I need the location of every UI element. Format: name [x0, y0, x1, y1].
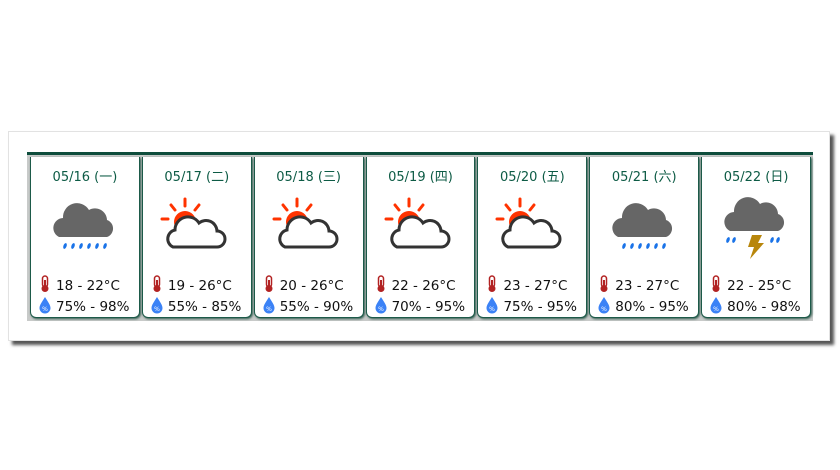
day-card: 05/21 (六) 23 - 27°C % 80% - 95%	[589, 157, 700, 318]
svg-text:%: %	[154, 306, 160, 313]
humidity-range: 80% - 98%	[727, 299, 801, 315]
thermometer-icon	[375, 275, 387, 297]
day-date: 05/17 (二)	[164, 170, 230, 185]
humidity-row: % 70% - 95%	[375, 296, 465, 318]
sun-cloud-icon	[381, 195, 461, 261]
thunderstorm-icon	[716, 195, 796, 261]
humidity-range: 75% - 98%	[56, 299, 130, 315]
rain-cloud-icon	[604, 195, 684, 261]
temperature-range: 23 - 27°C	[615, 278, 680, 294]
temperature-row: 23 - 27°C	[598, 275, 679, 297]
svg-text:%: %	[601, 306, 607, 313]
svg-text:%: %	[713, 306, 719, 313]
temperature-range: 23 - 27°C	[503, 278, 568, 294]
thermometer-icon	[151, 275, 163, 297]
day-date: 05/22 (日)	[723, 170, 789, 185]
forecast-panel: 05/16 (一) 18 - 22°C % 75% - 98% 05/17 (二) …	[8, 131, 830, 341]
humidity-row: % 80% - 95%	[598, 296, 689, 318]
temperature-row: 19 - 26°C	[151, 275, 232, 297]
rain-cloud-icon	[45, 195, 125, 261]
day-date: 05/20 (五)	[499, 170, 565, 185]
humidity-drop-icon: %	[151, 296, 163, 318]
svg-text:%: %	[266, 306, 272, 313]
humidity-range: 55% - 85%	[167, 299, 242, 315]
temperature-range: 22 - 26°C	[391, 278, 456, 294]
svg-text:%: %	[378, 306, 384, 313]
humidity-range: 75% - 95%	[503, 299, 577, 315]
day-date: 05/19 (四)	[388, 170, 453, 185]
sun-cloud-icon	[492, 195, 572, 261]
humidity-range: 70% - 95%	[391, 299, 466, 315]
svg-text:%: %	[42, 306, 48, 313]
svg-text:%: %	[490, 306, 496, 313]
humidity-drop-icon: %	[39, 296, 51, 318]
temperature-row: 22 - 25°C	[710, 275, 791, 297]
day-card: 05/18 (三) 20 - 26°C % 55% - 90%	[253, 157, 364, 318]
temperature-row: 22 - 26°C	[375, 275, 456, 297]
sun-cloud-icon	[157, 195, 237, 261]
day-card: 05/19 (四) 22 - 26°C % 70% - 95%	[365, 157, 476, 318]
day-date: 05/21 (六)	[611, 170, 677, 185]
thermometer-icon	[710, 275, 722, 297]
humidity-drop-icon: %	[263, 296, 275, 318]
thermometer-icon	[39, 275, 51, 297]
sun-cloud-icon	[269, 195, 349, 261]
humidity-row: % 55% - 85%	[151, 296, 241, 318]
day-card: 05/22 (日) 22 - 25°C % 80% - 98%	[701, 157, 812, 318]
humidity-drop-icon: %	[486, 296, 498, 318]
humidity-row: % 80% - 98%	[710, 296, 801, 318]
humidity-row: % 55% - 90%	[263, 296, 353, 318]
day-card: 05/20 (五) 23 - 27°C % 75% - 95%	[477, 157, 588, 318]
humidity-drop-icon: %	[375, 296, 387, 318]
humidity-range: 80% - 95%	[615, 299, 689, 315]
thermometer-icon	[486, 275, 498, 297]
day-date: 05/16 (一)	[52, 170, 118, 185]
temperature-range: 19 - 26°C	[167, 278, 232, 294]
humidity-drop-icon: %	[710, 296, 722, 318]
day-card: 05/16 (一) 18 - 22°C % 75% - 98%	[30, 157, 140, 318]
day-date: 05/18 (三)	[276, 170, 342, 185]
thermometer-icon	[263, 275, 275, 297]
temperature-row: 23 - 27°C	[486, 275, 567, 297]
humidity-drop-icon: %	[598, 296, 610, 318]
temperature-range: 18 - 22°C	[56, 278, 120, 294]
temperature-row: 18 - 22°C	[39, 275, 120, 297]
temperature-row: 20 - 26°C	[263, 275, 344, 297]
thermometer-icon	[598, 275, 610, 297]
humidity-row: % 75% - 95%	[486, 296, 577, 318]
humidity-range: 55% - 90%	[279, 299, 354, 315]
temperature-range: 22 - 25°C	[727, 278, 792, 294]
temperature-range: 20 - 26°C	[279, 278, 344, 294]
humidity-row: % 75% - 98%	[39, 296, 129, 318]
day-card: 05/17 (二) 19 - 26°C % 55% - 85%	[141, 157, 252, 318]
forecast-strip: 05/16 (一) 18 - 22°C % 75% - 98% 05/17 (二) …	[27, 152, 813, 321]
